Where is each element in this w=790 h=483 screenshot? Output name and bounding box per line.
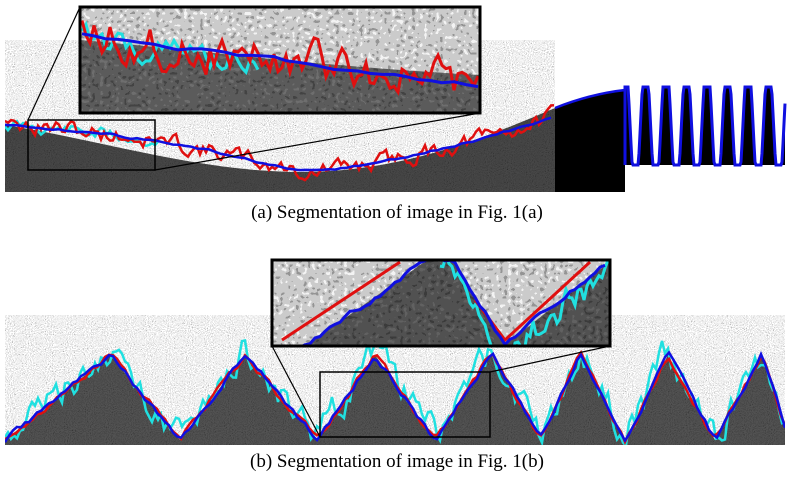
blue-curve <box>623 85 787 167</box>
zoom-line <box>154 112 481 171</box>
zoom-line <box>27 6 81 121</box>
black-region <box>555 90 625 192</box>
blue-curve <box>299 260 606 346</box>
caption: (a) Segmentation of image in Fig. 1(a) <box>251 202 543 223</box>
zoom-line <box>271 345 321 438</box>
zoom-line <box>489 345 611 373</box>
segmentation <box>5 104 555 182</box>
dark-region <box>5 108 555 192</box>
segmentation <box>272 260 610 346</box>
segmentation <box>5 336 785 445</box>
blue-curve <box>554 88 626 110</box>
red-curve <box>5 104 555 182</box>
caption: (b) Segmentation of image in Fig. 1(b) <box>250 451 544 472</box>
zoom-box <box>319 371 491 438</box>
segmentation <box>80 20 480 96</box>
dark-region <box>272 260 610 346</box>
cyan-curve <box>439 260 610 346</box>
zoom-box <box>27 119 156 171</box>
inset-frame <box>78 5 482 115</box>
blue-curve <box>81 32 479 89</box>
inset-frame <box>270 258 612 348</box>
red-curve <box>80 20 480 96</box>
blue-curve <box>5 116 552 172</box>
inset-b <box>272 260 610 346</box>
blue-curve <box>5 350 785 443</box>
inset-a <box>80 7 480 113</box>
